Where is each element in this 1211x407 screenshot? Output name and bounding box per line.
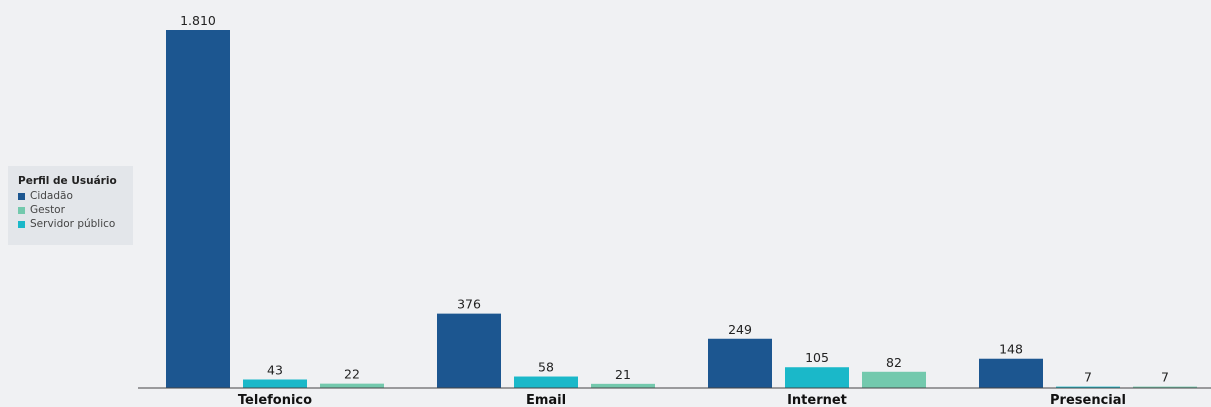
legend-swatch bbox=[18, 220, 25, 228]
bar-email-1[interactable] bbox=[437, 313, 501, 388]
value-label: 148 bbox=[999, 342, 1023, 357]
x-tick-label: Email bbox=[526, 393, 566, 407]
value-labels-layer: 1.810 43 22 376 58 21 249 105 82 148 7 7 bbox=[180, 13, 1169, 385]
value-label: 7 bbox=[1161, 370, 1169, 385]
bar-email-3[interactable] bbox=[591, 383, 655, 388]
value-label: 58 bbox=[538, 360, 554, 375]
legend-item-gestor[interactable]: Gestor bbox=[18, 203, 133, 217]
bar-presencial-2[interactable] bbox=[1056, 386, 1120, 388]
legend: Perfil de Usuário Cidadão Gestor Servido… bbox=[8, 166, 133, 245]
bar-telefonico-3[interactable] bbox=[320, 383, 384, 388]
bar-internet-3[interactable] bbox=[862, 371, 926, 388]
bar-internet-2[interactable] bbox=[785, 367, 849, 388]
value-label: 43 bbox=[267, 362, 283, 377]
x-tick-label: Presencial bbox=[1050, 393, 1126, 407]
legend-item-cidadao[interactable]: Cidadão bbox=[18, 189, 133, 203]
value-label: 249 bbox=[728, 322, 752, 337]
value-label: 376 bbox=[457, 297, 481, 312]
x-tick-label: Telefonico bbox=[238, 393, 312, 407]
x-tick-labels-layer: Telefonico Email Internet Presencial bbox=[238, 393, 1126, 407]
value-label: 7 bbox=[1084, 370, 1092, 385]
bar-email-2[interactable] bbox=[514, 376, 578, 388]
bar-telefonico-1[interactable] bbox=[166, 30, 230, 388]
bar-presencial-3[interactable] bbox=[1133, 386, 1197, 388]
bars-layer bbox=[166, 30, 1197, 388]
legend-label: Gestor bbox=[30, 204, 65, 216]
value-label: 1.810 bbox=[180, 13, 216, 28]
legend-title: Perfil de Usuário bbox=[18, 175, 117, 187]
value-label: 82 bbox=[886, 355, 902, 370]
bar-telefonico-2[interactable] bbox=[243, 379, 307, 388]
value-label: 105 bbox=[805, 350, 829, 365]
bar-presencial-1[interactable] bbox=[979, 358, 1043, 388]
x-tick-label: Internet bbox=[787, 393, 847, 407]
bar-internet-1[interactable] bbox=[708, 338, 772, 388]
value-label: 22 bbox=[344, 367, 360, 382]
value-label: 21 bbox=[615, 367, 631, 382]
legend-item-servidor-publico[interactable]: Servidor público bbox=[18, 217, 133, 231]
legend-label: Cidadão bbox=[30, 190, 73, 202]
legend-label: Servidor público bbox=[30, 218, 116, 230]
legend-swatch bbox=[18, 206, 25, 214]
legend-swatch bbox=[18, 192, 25, 200]
